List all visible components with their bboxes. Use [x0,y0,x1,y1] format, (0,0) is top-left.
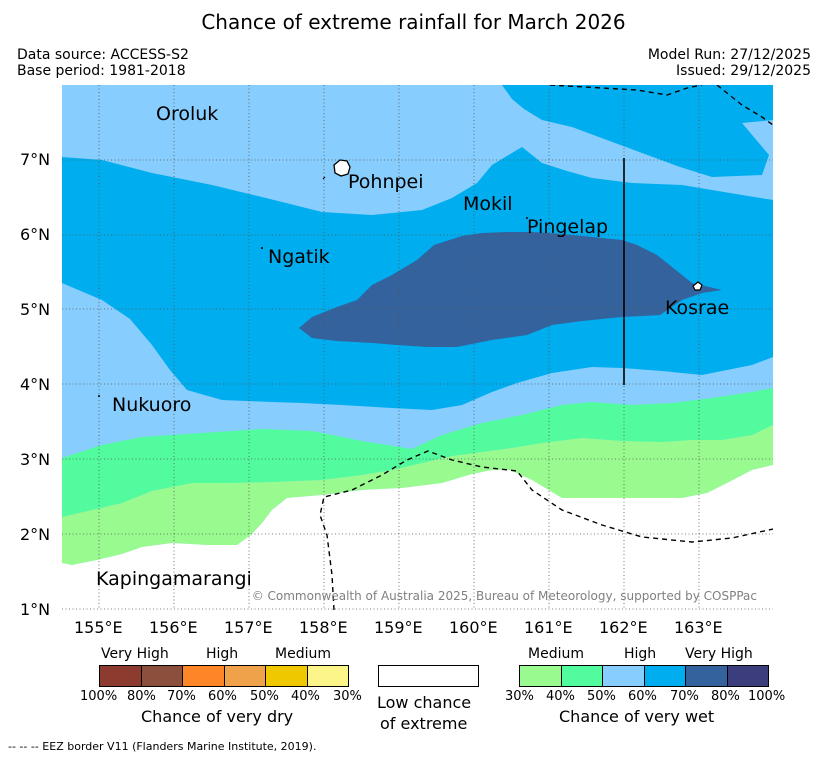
dry-colorbar [99,665,349,687]
dry-swatch-30-40 [307,666,348,686]
dry-pct: 50% [250,689,279,704]
wet-pct: 40% [546,689,575,704]
lat-tick: 6°N [20,225,51,244]
wet-swatch-30-40 [520,666,562,686]
lon-tick: 160°E [449,618,498,637]
graticule [62,85,773,610]
dry-swatch-40-50 [266,666,308,686]
chart-title: Chance of extreme rainfall for March 202… [201,10,626,34]
lat-tick: 4°N [20,375,51,394]
issued-date: Issued: 29/12/2025 [676,63,811,79]
dry-caption: Chance of very dry [141,707,294,726]
lat-tick: 1°N [20,600,51,619]
label-pingelap: Pingelap [527,216,609,238]
copyright-notice: © Commonwealth of Australia 2025, Bureau… [251,589,757,603]
dry-pct: 100% [80,689,118,704]
low-caption-line2: of extreme [380,714,468,733]
dry-swatch-70-80 [141,666,183,686]
lat-tick: 5°N [20,300,51,319]
pohnpei-island-icon [333,159,351,177]
low-chance-swatch [378,665,479,687]
pingelap-island-icon [526,217,528,219]
wet-70-80-region [299,232,722,347]
lat-tick: 7°N [20,150,51,169]
lon-tick: 162°E [599,618,648,637]
nukuoro-island-icon [98,395,100,397]
wet-pct: 60% [628,689,657,704]
dry-pct: 80% [127,689,156,704]
dry-medium-label: Medium [275,646,331,662]
lon-tick: 158°E [299,618,348,637]
label-ngatik: Ngatik [268,246,330,268]
eez-border [319,85,773,610]
lon-tick: 163°E [674,618,723,637]
lat-tick: 2°N [20,525,51,544]
lat-tick: 3°N [20,450,51,469]
pohnpei-islet-icon [322,176,326,180]
wet-caption: Chance of very wet [559,707,715,726]
wet-pct: 100% [748,689,786,704]
wet-pct: 50% [587,689,616,704]
wet-swatch-40-50 [561,666,603,686]
wet-pct: 80% [711,689,740,704]
lon-tick: 155°E [74,618,123,637]
dry-pct: 60% [208,689,237,704]
label-oroluk: Oroluk [156,103,219,125]
dry-pct: 40% [291,689,320,704]
wet-swatch-50-60 [603,666,645,686]
eez-footnote: -- -- -- EEZ border V11 (Flanders Marine… [8,740,317,753]
dry-pct: 30% [333,689,362,704]
wet-colorbar [519,665,769,687]
label-nukuoro: Nukuoro [112,394,192,416]
dry-very-high-label: Very High [101,646,169,662]
wet-pct: 70% [670,689,699,704]
low-caption-line1: Low chance [377,693,472,712]
label-kosrae: Kosrae [665,297,730,319]
wet-pct: 30% [505,689,534,704]
wet-30-40-region [62,425,773,565]
base-period: Base period: 1981-2018 [17,63,186,79]
label-pohnpei: Pohnpei [348,171,424,193]
wet-60-70-region [62,85,773,410]
data-source: Data source: ACCESS-S2 [17,47,189,63]
lon-tick: 157°E [224,618,273,637]
kosrae-island-icon [692,281,703,291]
wet-high-label: High [624,646,657,662]
ngatik-island-icon [261,247,263,249]
wet-swatch-60-70 [644,666,686,686]
wet-40-50-region [62,388,773,517]
dry-swatch-50-60 [224,666,266,686]
dry-high-label: High [206,646,239,662]
label-kapingamarangi: Kapingamarangi [96,568,252,590]
wet-very-high-label: Very High [685,646,753,662]
lon-tick: 159°E [374,618,423,637]
dry-swatch-60-70 [183,666,225,686]
wet-medium-label: Medium [528,646,584,662]
lon-tick: 161°E [524,618,573,637]
rainfall-map [62,85,773,610]
label-mokil: Mokil [463,193,513,215]
lon-tick: 156°E [149,618,198,637]
low-chance-region [62,465,773,610]
dry-pct: 70% [167,689,196,704]
wet-swatch-80-100 [727,666,768,686]
model-run: Model Run: 27/12/2025 [647,47,811,63]
wet-swatch-70-80 [686,666,728,686]
dry-swatch-80-100 [100,666,142,686]
